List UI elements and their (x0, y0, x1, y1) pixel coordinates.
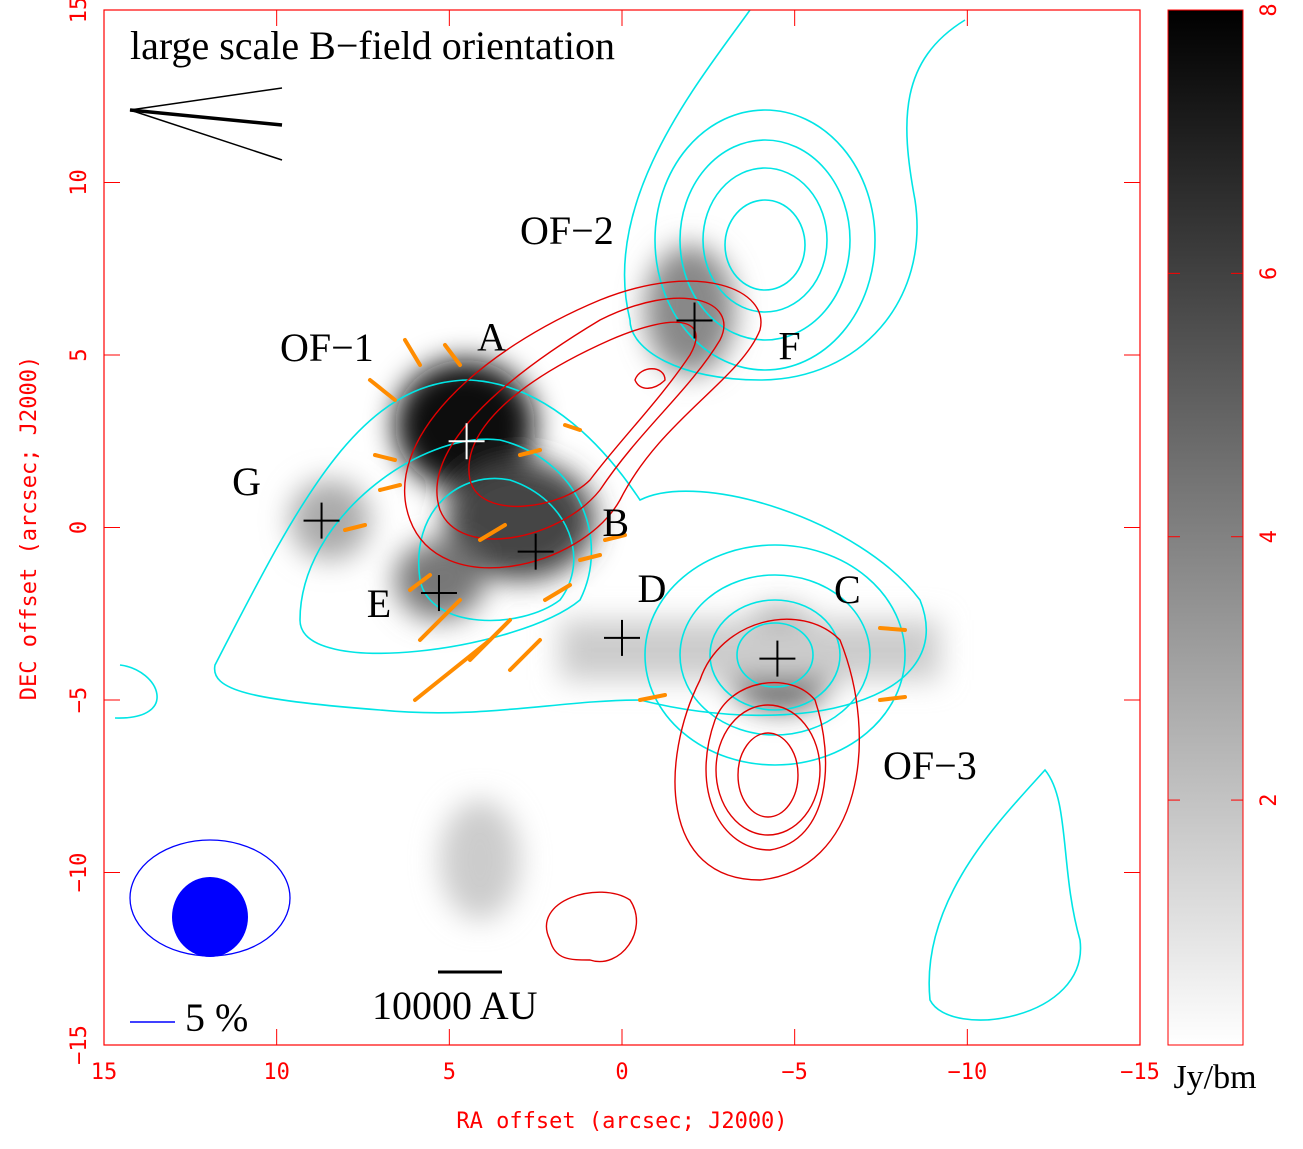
y-tick-label: 0 (67, 521, 92, 534)
colorbar (1168, 10, 1243, 1045)
annotation: OF−2 (520, 208, 614, 253)
source-label: C (834, 567, 861, 612)
y-tick-label: −5 (67, 687, 92, 714)
source-label: G (232, 459, 261, 504)
x-tick-label: 10 (263, 1060, 290, 1085)
colorbar-tick-label: 6 (1257, 267, 1282, 280)
x-axis-label: RA offset (arcsec; J2000) (456, 1109, 787, 1134)
x-tick-label: 0 (615, 1060, 628, 1085)
y-tick-label: −15 (67, 1025, 92, 1065)
y-tick-label: 5 (67, 348, 92, 361)
x-tick-label: 5 (443, 1060, 456, 1085)
colorbar-tick-label: 2 (1257, 793, 1282, 806)
annotation: 10000 AU (372, 983, 538, 1028)
y-tick-label: −10 (67, 853, 92, 893)
colorbar-label: Jy/bm (1173, 1059, 1256, 1096)
source-label: D (638, 566, 667, 611)
y-axis-label: DEC offset (arcsec; J2000) (17, 356, 42, 700)
annotation: 5 % (185, 995, 248, 1040)
annotation: OF−3 (883, 743, 977, 788)
x-tick-label: −15 (1120, 1060, 1160, 1085)
source-label: A (477, 314, 506, 359)
beam (172, 877, 248, 957)
annotation: large scale B−field orientation (130, 23, 615, 68)
source-label: F (778, 324, 800, 369)
colorbar-tick-label: 4 (1257, 530, 1282, 543)
y-tick-label: 10 (67, 169, 92, 196)
chart: large scale B−field orientation OF−1 OF−… (0, 0, 1303, 1144)
image (115, 10, 1081, 1020)
x-tick-label: −10 (947, 1060, 987, 1085)
annotation: OF−1 (280, 325, 374, 370)
x-tick-label: 15 (91, 1060, 118, 1085)
source-label: E (367, 581, 391, 626)
bfield-wedge (130, 88, 282, 160)
source-label: B (602, 500, 629, 545)
colorbar-tick-label: 8 (1257, 3, 1282, 16)
y-tick-label: 15 (67, 0, 92, 23)
x-tick-label: −5 (781, 1060, 808, 1085)
cyan-contours (115, 10, 1081, 1020)
